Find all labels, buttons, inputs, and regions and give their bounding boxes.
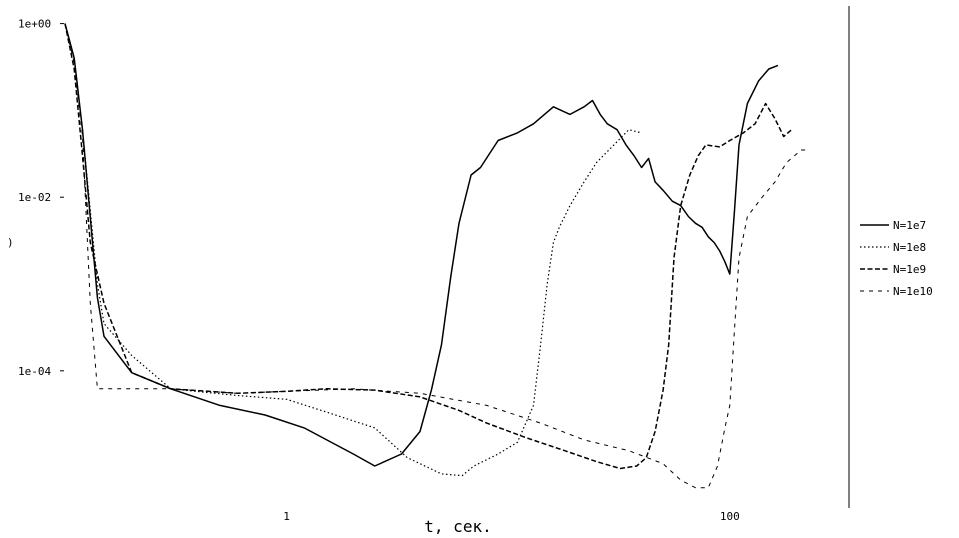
x-axis-title: t, сек. (424, 517, 491, 536)
plot-area (64, 23, 810, 489)
y-axis-title: ) (7, 236, 14, 249)
y-tick-label: 1e-04 (18, 365, 51, 378)
series-line-2 (64, 23, 642, 477)
series-line-4 (64, 23, 810, 489)
x-tick-label: 1 (283, 510, 290, 523)
y-axis-ticks: 1e+00 1e-02 1e-04 (18, 18, 64, 378)
y-tick-label: 1e-02 (18, 191, 51, 204)
legend: N=1e7 N=1e8 N=1e9 N=1e10 (860, 219, 933, 298)
legend-label: N=1e10 (893, 285, 933, 298)
series-line-3 (64, 23, 793, 470)
y-tick-label: 1e+00 (18, 18, 51, 31)
x-tick-label: 100 (720, 510, 740, 523)
series-line-1 (64, 23, 779, 467)
legend-label: N=1e8 (893, 241, 926, 254)
x-axis-ticks: 1 100 (283, 510, 739, 523)
legend-label: N=1e9 (893, 263, 926, 276)
legend-label: N=1e7 (893, 219, 926, 232)
